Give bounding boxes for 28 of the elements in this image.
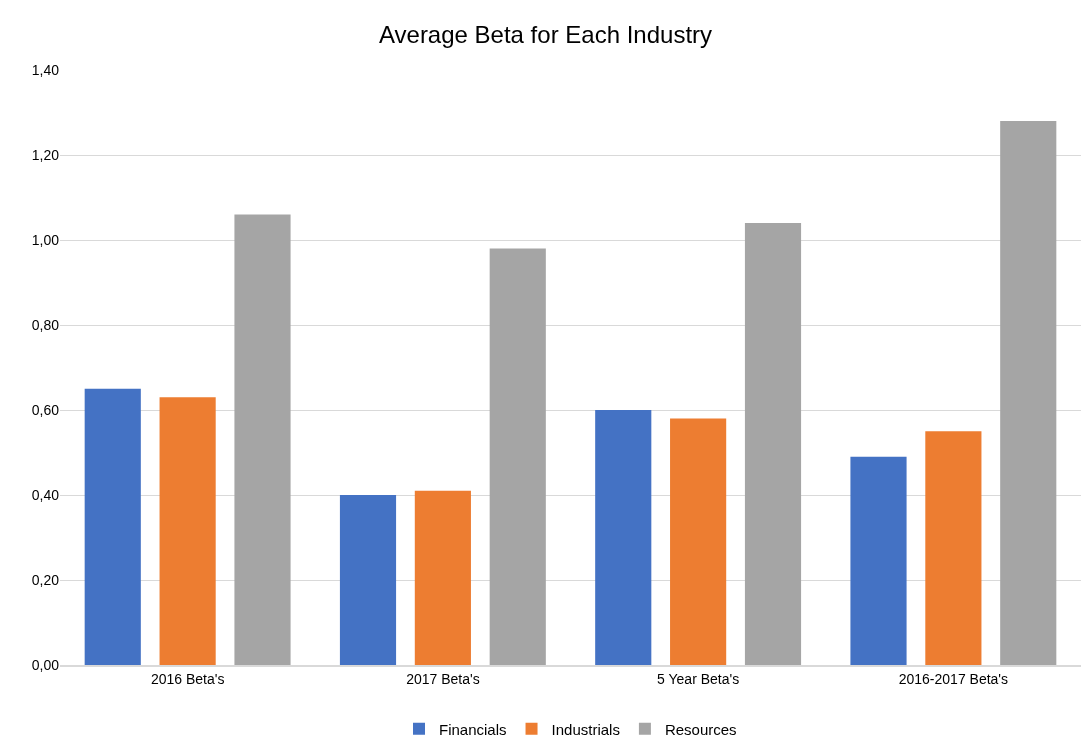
- legend-label: Financials: [439, 720, 507, 738]
- x-tick-label: 2016-2017 Beta's: [898, 670, 1009, 687]
- y-tick-label: 0,60: [31, 401, 60, 418]
- x-tick-label: 2016 Beta's: [150, 670, 225, 687]
- x-tick-label: 5 Year Beta's: [657, 670, 740, 687]
- bar: [339, 495, 397, 665]
- y-tick-label: 1,40: [31, 61, 60, 78]
- bar: [414, 490, 471, 665]
- y-tick-label: 0,00: [31, 656, 60, 673]
- bar: [489, 248, 546, 665]
- bar: [234, 214, 291, 665]
- bar: [84, 388, 141, 665]
- bar: [159, 397, 216, 665]
- y-tick-label: 1,20: [31, 146, 60, 163]
- y-tick-label: 0,80: [31, 316, 60, 333]
- bar: [744, 223, 802, 665]
- bar: [670, 418, 727, 665]
- legend-label: Industrials: [551, 720, 620, 738]
- y-tick-label: 0,20: [31, 571, 60, 588]
- bar: [925, 431, 982, 665]
- y-tick-label: 0,40: [31, 486, 60, 503]
- chart-title: Average Beta for Each Industry: [378, 21, 713, 49]
- y-tick-label: 1,00: [31, 231, 60, 248]
- bar: [595, 410, 652, 665]
- x-tick-label: 2017 Beta's: [406, 670, 480, 687]
- legend-label: Resources: [664, 720, 737, 738]
- bar: [850, 456, 907, 665]
- bar: [1000, 121, 1057, 665]
